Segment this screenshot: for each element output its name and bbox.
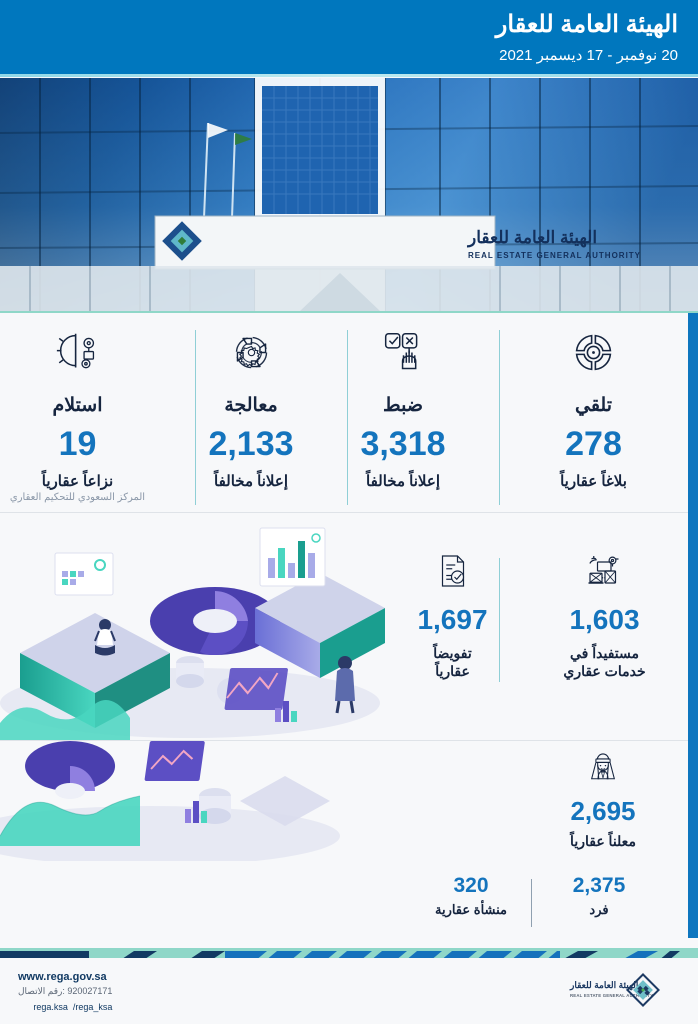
svg-text:الهيئة العامة للعقار: الهيئة العامة للعقار — [466, 228, 597, 248]
svg-text:REAL ESTATE GENERAL AUTHORITY: REAL ESTATE GENERAL AUTHORITY — [468, 251, 641, 260]
